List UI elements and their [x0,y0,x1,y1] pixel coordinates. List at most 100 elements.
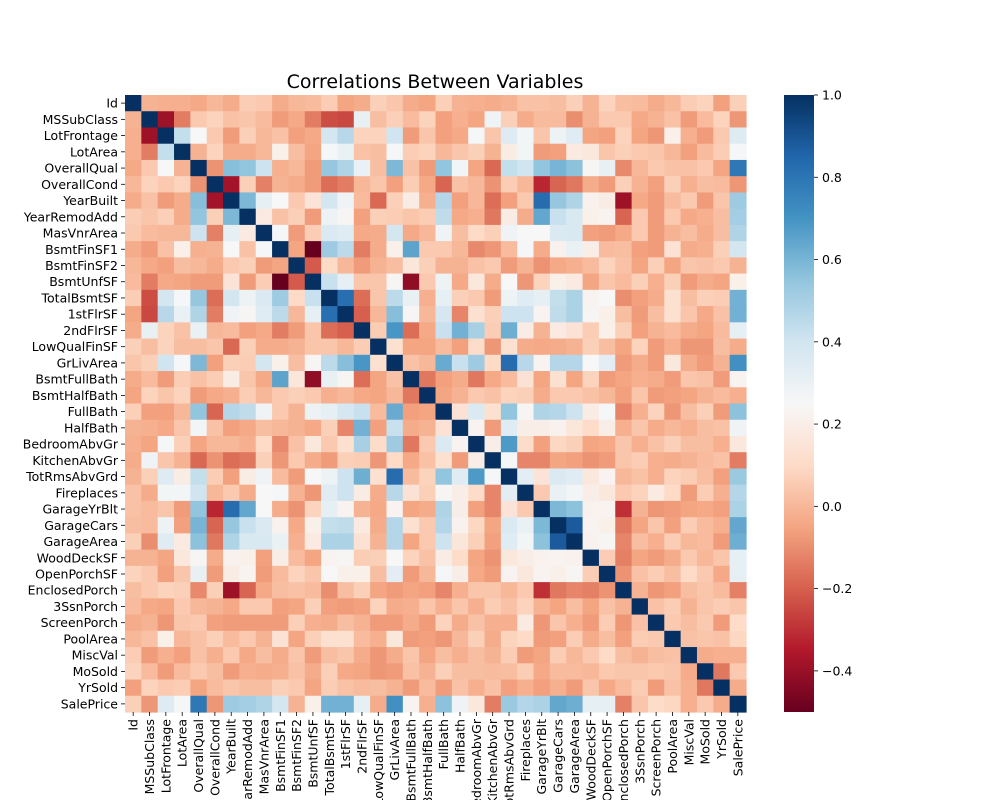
heatmap-cell [125,192,142,210]
heatmap-cell [615,565,633,583]
heatmap-cell [713,127,731,145]
heatmap-cell [402,143,420,161]
heatmap-cell [647,647,665,664]
heatmap-cell [174,241,191,258]
heatmap-cell [451,371,469,388]
heatmap-cell [468,614,486,632]
heatmap-cell [157,565,175,583]
heatmap-cell [500,224,518,242]
heatmap-cell [696,371,714,388]
heatmap-cell [386,95,404,112]
heatmap-cell [419,679,437,697]
heatmap-cell [615,159,633,177]
heatmap-cell [517,500,535,518]
heatmap-cell [517,565,535,583]
heatmap-cell [239,419,257,437]
heatmap-cell [435,663,453,681]
heatmap-cell [468,224,486,242]
y-tick-label: ScreenPorch [41,615,118,630]
heatmap-cell [664,143,682,161]
heatmap-cell [664,306,682,323]
heatmap-cell [582,419,600,437]
heatmap-cell [664,208,682,226]
heatmap-cell [615,614,633,632]
heatmap-cell [125,630,142,648]
heatmap-cell [598,306,616,323]
heatmap-cell [337,484,355,502]
heatmap-cell [598,403,616,421]
heatmap-cell [157,468,175,486]
heatmap-cell [174,354,191,372]
heatmap-cell [157,241,175,258]
heatmap-cell [304,695,322,713]
heatmap-cell [337,517,355,534]
heatmap-cell [451,614,469,632]
heatmap-cell [484,127,502,145]
heatmap-cell [337,452,355,470]
heatmap-cell [713,565,731,583]
heatmap-cell [566,371,584,388]
heatmap-cell [631,663,649,681]
heatmap-cell [615,387,633,405]
heatmap-cell [353,695,371,713]
heatmap-cell [435,598,453,616]
heatmap-cell [288,354,306,372]
heatmap-cell [402,192,420,210]
heatmap-cell [337,192,355,210]
heatmap-cell [468,95,486,112]
heatmap-cell [272,647,290,664]
heatmap-cell [157,517,175,534]
heatmap-cell [631,614,649,632]
heatmap-cell [549,663,567,681]
y-tick-label: YearRemodAdd [23,209,118,224]
heatmap-cell [174,306,191,323]
heatmap-cell [255,257,273,275]
heatmap-cell [696,549,714,567]
heatmap-cell [468,533,486,551]
heatmap-cell [288,468,306,486]
heatmap-cell [370,647,388,664]
heatmap-cell [255,419,273,437]
heatmap-cell [598,452,616,470]
heatmap-cell [157,111,175,129]
x-tick-label: 3SsnPorch [632,719,647,784]
y-tick-label: TotalBsmtSF [41,290,118,305]
heatmap-cell [500,257,518,275]
heatmap-cell [206,111,224,129]
heatmap-cell [190,306,208,323]
heatmap-cell [239,403,257,421]
heatmap-cell [729,159,747,177]
heatmap-cell [468,679,486,697]
heatmap-cell [598,176,616,194]
heatmap-cell [598,679,616,697]
heatmap-cell [125,403,142,421]
heatmap-cell [713,484,731,502]
heatmap-cell [174,224,191,242]
heatmap-cell [696,517,714,534]
heatmap-cell [451,354,469,372]
heatmap-cell [533,403,551,421]
heatmap-cell [680,549,698,567]
heatmap-cell [566,533,584,551]
heatmap-cell [484,565,502,583]
heatmap-cell [729,95,747,112]
heatmap-cell [582,549,600,567]
heatmap-cell [321,468,339,486]
heatmap-cell [566,289,584,307]
heatmap-cell [631,273,649,291]
heatmap-cell [517,354,535,372]
heatmap-cell [582,208,600,226]
heatmap-cell [157,176,175,194]
x-tick-label: SalePrice [730,719,745,777]
heatmap-cell [321,111,339,129]
heatmap-cell [696,533,714,551]
heatmap-cell [239,192,257,210]
heatmap-cell [386,468,404,486]
heatmap-cell [729,192,747,210]
heatmap-cell [582,273,600,291]
heatmap-cell [337,338,355,356]
heatmap-cell [729,257,747,275]
heatmap-cell [255,679,273,697]
heatmap-cell [370,549,388,567]
heatmap-cell [533,322,551,340]
